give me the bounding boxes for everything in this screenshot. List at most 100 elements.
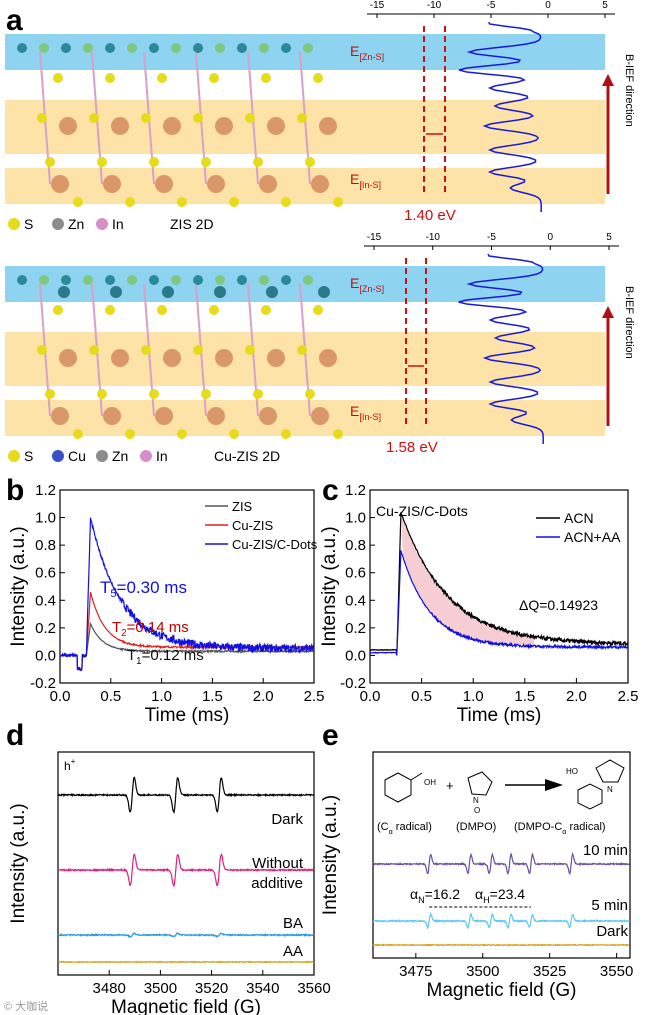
- x-tick-label: 3500: [144, 980, 177, 997]
- panel-b: 0.0 0.5 1.0 1.5 2.0 2.5 Time (ms) Intensity (a.…: [8, 482, 324, 726]
- product-benzene-ring: [577, 783, 603, 810]
- x-axis-label: Time (ms): [457, 705, 542, 726]
- field-direction-label: B-IEF direction: [623, 286, 635, 359]
- x-tick-label: 0.0: [50, 688, 71, 705]
- panel-label-b: b: [6, 474, 24, 507]
- x-tick-label: 0.5: [100, 688, 121, 705]
- atom-s: [253, 157, 263, 167]
- atom-s: [333, 197, 343, 207]
- panel-label-c: c: [322, 474, 339, 507]
- series-line-acn-aa: [369, 550, 629, 656]
- atom-s: [209, 73, 219, 83]
- series-label: Without: [252, 855, 304, 872]
- atom-in: [311, 407, 329, 425]
- atom-in: [51, 407, 69, 425]
- series-label: 5 min: [591, 897, 628, 914]
- y-tick-label: 1.2: [345, 482, 366, 499]
- atom-in: [163, 117, 181, 135]
- atom-in: [103, 407, 121, 425]
- y-axis-label: Intensity (a.u.): [8, 803, 29, 923]
- legend-label-zn: Zn: [68, 216, 84, 232]
- y-axis-label: Intensity (a.u.): [8, 526, 29, 646]
- atom-s: [201, 389, 211, 399]
- series-line-cu-zis-c-dots: [59, 517, 315, 672]
- dos-tick-label: -5: [487, 0, 496, 11]
- atom-s: [261, 73, 271, 83]
- atom-cu: [318, 286, 330, 298]
- atom-s: [297, 345, 307, 355]
- legend-label-in: In: [112, 216, 124, 232]
- atom-zn: [17, 275, 27, 285]
- atom-in: [267, 117, 285, 135]
- watermark: © 大咖说: [4, 999, 48, 1013]
- atom-in: [155, 407, 173, 425]
- atom-zn: [61, 275, 71, 285]
- atom-s: [253, 389, 263, 399]
- series-label: additive: [251, 875, 303, 892]
- atom-s: [313, 305, 323, 315]
- x-axis-label: Magnetic field (G): [111, 997, 261, 1015]
- series-line-acn: [369, 511, 629, 656]
- atom-s: [245, 113, 255, 123]
- y-tick-label: 0.8: [345, 537, 366, 554]
- atom-s: [157, 305, 167, 315]
- legend-atom-cu: [52, 450, 64, 462]
- crystal-structure: [17, 43, 343, 207]
- atom-s: [97, 389, 107, 399]
- plot-frame: [57, 751, 315, 976]
- atom-s: [105, 305, 115, 315]
- atom-s: [149, 157, 159, 167]
- dmpo-ring: [467, 771, 493, 796]
- x-tick-label: 3520: [195, 980, 228, 997]
- ho-label: HO: [566, 767, 578, 776]
- dos-tick-label: 0: [545, 0, 551, 11]
- dos-tick-label: 0: [547, 232, 553, 243]
- e-in-s-label: E[In-S]: [350, 403, 381, 422]
- y-tick-label: 0.6: [345, 565, 366, 582]
- atom-s: [53, 73, 63, 83]
- atom-s: [209, 305, 219, 315]
- gap-value: 1.40 eV: [404, 207, 456, 224]
- y-tick-label: 0.4: [35, 592, 56, 609]
- product-label: (DMPO-Cα radical): [514, 821, 606, 836]
- y-tick-label: 1.0: [35, 510, 56, 527]
- benzyl-ring: [384, 772, 412, 803]
- atom-in: [215, 117, 233, 135]
- atom-s: [313, 73, 323, 83]
- epr-spectrum-5-min: [372, 911, 631, 930]
- x-tick-label: 2.0: [253, 688, 274, 705]
- atom-s: [53, 305, 63, 315]
- y-tick-label: 0.2: [35, 620, 56, 637]
- series-label: AA: [283, 943, 303, 960]
- x-axis-label: Magnetic field (G): [427, 980, 577, 1001]
- atom-s: [45, 389, 55, 399]
- atom-zn: [149, 275, 159, 285]
- legend-atom-zn: [52, 218, 64, 230]
- panel-label-a: a: [6, 4, 23, 37]
- panel-a: -15 -10 -5 0 5 E[Zn-S] E[In-S] 1.40 eV B-IEF dir…: [5, 0, 635, 464]
- x-tick-label: 2.0: [566, 688, 587, 705]
- plot-frame: [372, 751, 631, 959]
- atom-s: [177, 197, 187, 207]
- e-zn-s-label: E[Zn-S]: [350, 43, 384, 62]
- atom-s: [97, 157, 107, 167]
- atom-zn: [193, 43, 203, 53]
- atom-s: [73, 197, 83, 207]
- y-tick-label: 0.0: [345, 647, 366, 664]
- legend-label: ACN+AA: [564, 529, 621, 545]
- dos-tick-label: -15: [367, 232, 382, 243]
- x-axis-label: Time (ms): [145, 705, 230, 726]
- plot-frame: [369, 489, 629, 684]
- epr-spectrum-ba: [57, 932, 315, 939]
- atom-zn: [237, 43, 247, 53]
- chart-title: Cu-ZIS/C-Dots: [376, 503, 468, 519]
- plot-frame: [59, 489, 315, 684]
- reaction-arrowhead: [545, 779, 563, 791]
- y-tick-label: 1.2: [35, 482, 56, 499]
- x-tick-label: 1.0: [463, 688, 484, 705]
- panel-c: 0.0 0.5 1.0 1.5 2.0 2.5 Time (ms) Intensity (a.…: [319, 482, 638, 726]
- y-tick-label: 0.8: [35, 537, 56, 554]
- panel-label-e: e: [322, 719, 339, 752]
- atom-zn: [61, 43, 71, 53]
